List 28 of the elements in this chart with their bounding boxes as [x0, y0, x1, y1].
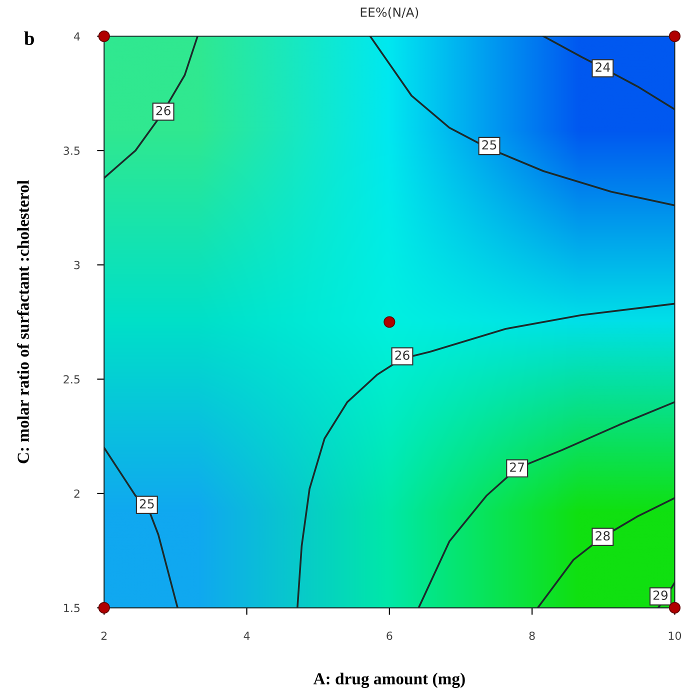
y-tick-label: 3	[74, 260, 80, 270]
x-tick-label: 4	[244, 632, 250, 640]
annotation: 25	[482, 140, 496, 150]
annotation: 27	[510, 462, 524, 472]
y-tick-label: 2	[74, 489, 80, 498]
point	[384, 316, 396, 328]
annotation: 28	[596, 531, 610, 541]
y-tick-label: 3.5	[64, 146, 80, 155]
y-tick-label: 1.5	[64, 604, 80, 612]
annotation: 24	[596, 62, 610, 72]
point	[668, 602, 681, 614]
y-axis-title: C: molar ratio of surfactant :cholesterol	[17, 180, 29, 464]
x-axis-title: A: drug amount (mg)	[313, 672, 465, 688]
chart-title: EE%(N/A)	[360, 7, 418, 18]
annotation: 26	[395, 350, 410, 360]
point	[98, 602, 110, 614]
x-tick-label: 10	[668, 632, 682, 640]
y-tick-label: 2.5	[64, 375, 80, 384]
x-tick-label: 8	[529, 632, 535, 640]
annotation: 29	[653, 590, 668, 600]
annotation: 26	[156, 106, 170, 116]
annotation: 25	[140, 499, 154, 509]
point	[98, 30, 110, 42]
text: b	[24, 31, 34, 46]
x-tick-label: 6	[386, 632, 392, 640]
x-tick-label: 2	[101, 632, 107, 640]
point	[668, 30, 681, 42]
y-tick-label: 4	[74, 32, 80, 40]
